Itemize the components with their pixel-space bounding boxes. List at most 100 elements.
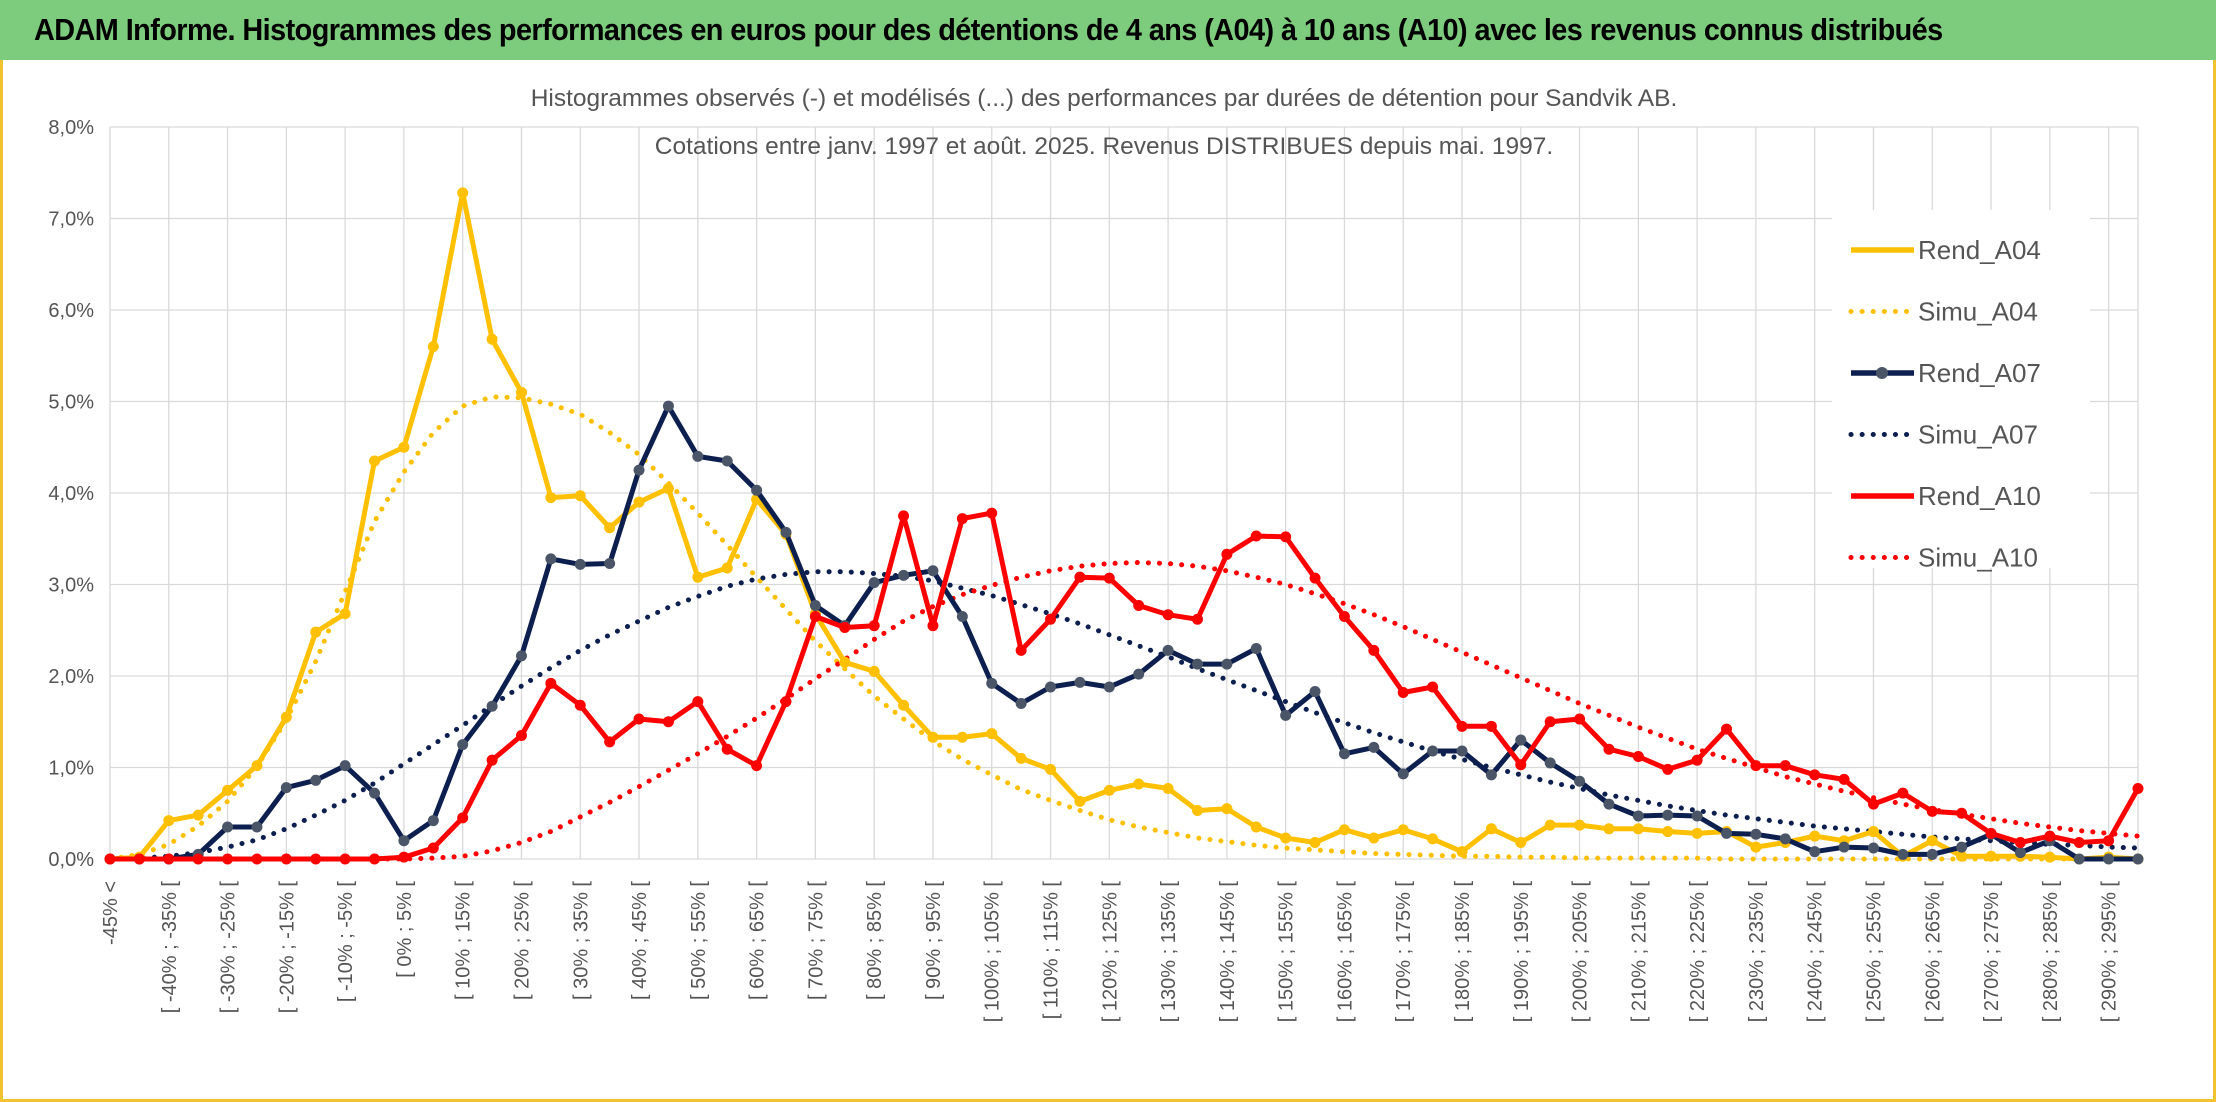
data-point xyxy=(222,821,234,833)
data-point xyxy=(692,696,704,708)
x-tick-label: [ 270% ; 275% [ xyxy=(1981,881,2003,1023)
data-point xyxy=(1045,613,1057,625)
data-point xyxy=(339,853,351,865)
data-point xyxy=(1662,809,1674,821)
data-point xyxy=(1397,686,1409,698)
data-point xyxy=(427,842,439,854)
legend-background xyxy=(1832,210,2090,568)
data-point xyxy=(222,784,234,796)
data-point xyxy=(2132,853,2144,865)
data-point xyxy=(751,760,763,772)
data-point xyxy=(986,677,998,689)
data-point xyxy=(222,853,234,865)
data-point xyxy=(1309,837,1321,849)
data-point xyxy=(1133,600,1145,612)
data-point xyxy=(721,562,733,574)
data-point xyxy=(927,620,939,632)
series-rend-a07 xyxy=(104,400,2144,865)
series-line xyxy=(107,569,2141,862)
x-tick-label: [ 210% ; 215% [ xyxy=(1628,881,1650,1023)
data-point xyxy=(398,441,410,453)
legend-item-rend-a07: Rend_A07 xyxy=(1851,358,2041,388)
data-point xyxy=(1338,748,1350,760)
data-point xyxy=(1045,763,1057,775)
data-point xyxy=(2073,853,2085,865)
data-point xyxy=(809,600,821,612)
data-point xyxy=(1750,841,1762,853)
data-point xyxy=(1897,787,1909,799)
legend-label: Rend_A10 xyxy=(1918,481,2041,511)
data-point xyxy=(898,510,910,522)
x-tick-label: [ 170% ; 175% [ xyxy=(1393,881,1415,1023)
x-tick-label: -45% < xyxy=(100,881,122,945)
x-tick-label: [ 50% ; 55% [ xyxy=(688,881,710,1000)
data-point xyxy=(2044,830,2056,842)
data-point xyxy=(1721,723,1733,735)
legend-label: Simu_A07 xyxy=(1918,420,2038,450)
legend-item-rend-a04: Rend_A04 xyxy=(1851,235,2041,265)
x-tick-label: [ 180% ; 185% [ xyxy=(1452,881,1474,1023)
data-point xyxy=(1603,743,1615,755)
data-point xyxy=(956,731,968,743)
data-point xyxy=(310,853,322,865)
data-point xyxy=(1779,760,1791,772)
data-point xyxy=(1456,720,1468,732)
data-point xyxy=(1691,810,1703,822)
series-line xyxy=(110,403,2138,862)
data-point xyxy=(2044,851,2056,863)
data-point xyxy=(369,787,381,799)
data-point xyxy=(1838,841,1850,853)
data-point xyxy=(1250,643,1262,655)
y-tick-label: 4,0% xyxy=(48,483,94,505)
data-point xyxy=(1867,798,1879,810)
data-point xyxy=(1133,668,1145,680)
data-point xyxy=(545,492,557,504)
data-point xyxy=(1427,745,1439,757)
data-point xyxy=(839,656,851,668)
y-tick-label: 3,0% xyxy=(48,575,94,597)
x-tick-label: [ 190% ; 195% [ xyxy=(1511,881,1533,1023)
data-point xyxy=(1574,713,1586,725)
data-point xyxy=(1162,783,1174,795)
data-point xyxy=(662,400,674,412)
legend-item-rend-a10: Rend_A10 xyxy=(1851,481,2041,511)
data-point xyxy=(721,743,733,755)
report-title: ADAM Informe. Histogrammes des performan… xyxy=(34,12,1943,47)
data-point xyxy=(1515,837,1527,849)
x-tick-label: [ 40% ; 45% [ xyxy=(629,881,651,1000)
data-point xyxy=(1015,644,1027,656)
data-point xyxy=(604,557,616,569)
x-tick-label: [ 130% ; 135% [ xyxy=(1158,881,1180,1023)
data-point xyxy=(1956,850,1968,862)
x-tick-label: [ 110% ; 115% [ xyxy=(1041,881,1063,1020)
x-tick-label: [ 30% ; 35% [ xyxy=(570,881,592,1000)
legend: Rend_A04 Simu_A04 Rend_A07 Simu_A07 Rend_A10… xyxy=(1832,210,2090,573)
data-point xyxy=(486,754,498,766)
data-point xyxy=(1427,833,1439,845)
data-point xyxy=(1250,530,1262,542)
data-point xyxy=(457,739,469,751)
histogram-chart: Histogrammes observés (-) et modélisés (… xyxy=(48,85,2144,1023)
data-point xyxy=(1456,745,1468,757)
data-point xyxy=(1162,644,1174,656)
data-point xyxy=(1191,805,1203,817)
x-tick-label: [ 250% ; 255% [ xyxy=(1863,881,1885,1023)
y-tick-label: 0,0% xyxy=(48,849,94,871)
data-point xyxy=(1985,850,1997,862)
x-tick-label: [ -40% ; -35% [ xyxy=(159,881,181,1014)
data-point xyxy=(927,565,939,577)
x-tick-label: [ 230% ; 235% [ xyxy=(1746,881,1768,1023)
data-point xyxy=(1015,752,1027,764)
data-point xyxy=(515,650,527,662)
chart-title-line2: Cotations entre janv. 1997 et août. 2025… xyxy=(655,133,1553,160)
y-tick-label: 2,0% xyxy=(48,666,94,688)
data-point xyxy=(163,815,175,827)
data-point xyxy=(662,482,674,494)
data-point xyxy=(1662,763,1674,775)
data-point xyxy=(192,809,204,821)
data-point xyxy=(310,626,322,638)
x-tick-label: [ 260% ; 265% [ xyxy=(1922,881,1944,1023)
x-tick-label: [ 90% ; 95% [ xyxy=(923,881,945,1000)
x-tick-label: [ 160% ; 165% [ xyxy=(1334,881,1356,1023)
